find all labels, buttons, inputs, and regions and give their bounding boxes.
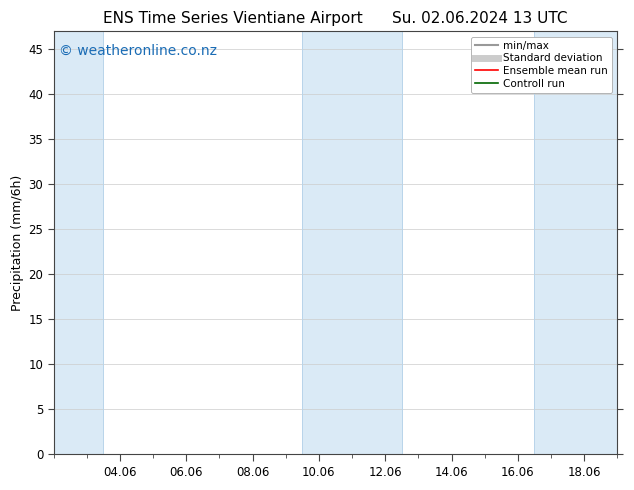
Y-axis label: Precipitation (mm/6h): Precipitation (mm/6h) bbox=[11, 174, 24, 311]
Title: ENS Time Series Vientiane Airport      Su. 02.06.2024 13 UTC: ENS Time Series Vientiane Airport Su. 02… bbox=[103, 11, 567, 26]
Bar bbox=[53, 31, 103, 454]
Bar bbox=[534, 31, 618, 454]
Bar bbox=[302, 31, 402, 454]
Legend: min/max, Standard deviation, Ensemble mean run, Controll run: min/max, Standard deviation, Ensemble me… bbox=[471, 37, 612, 93]
Text: © weatheronline.co.nz: © weatheronline.co.nz bbox=[59, 44, 217, 58]
